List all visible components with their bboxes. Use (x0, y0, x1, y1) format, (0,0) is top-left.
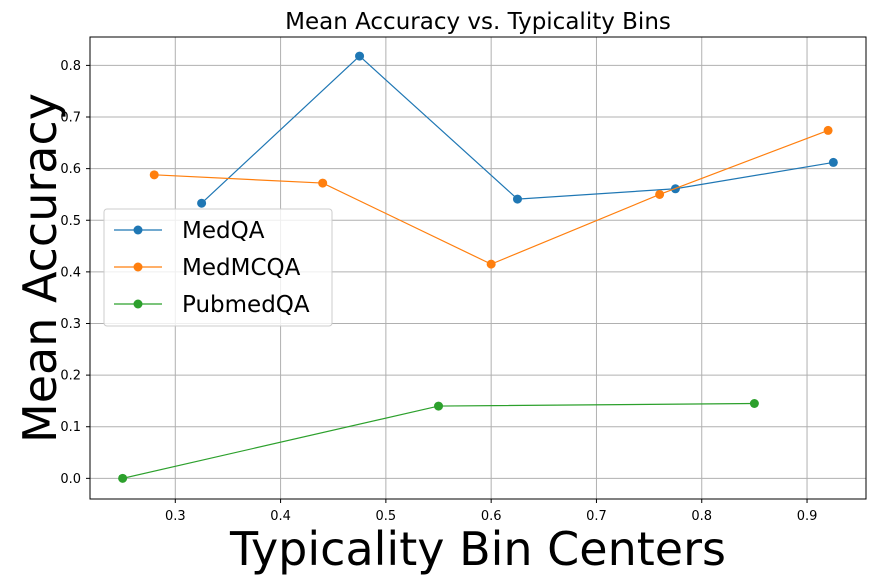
data-point (318, 178, 328, 188)
data-point (655, 189, 665, 199)
x-tick-label: 0.4 (270, 509, 291, 524)
series-medqa (197, 51, 838, 208)
x-tick-label: 0.5 (376, 509, 397, 524)
y-tick-label: 0.8 (60, 59, 81, 74)
data-point (434, 401, 444, 411)
legend-entries: MedQA MedMCQA PubmedQA (114, 218, 310, 318)
data-point (486, 259, 496, 269)
y-tick-label: 0.5 (60, 214, 81, 229)
x-tick-label: 0.3 (165, 509, 186, 524)
data-point (197, 198, 207, 208)
series-group (118, 51, 838, 483)
x-tick-label: 0.8 (691, 509, 712, 524)
legend-box (103, 208, 333, 327)
y-tick-label: 0.2 (60, 369, 81, 384)
x-axis-label: Typicality Bin Centers (229, 522, 726, 576)
x-axis-ticks: 0.3 0.4 0.5 0.6 0.7 0.8 0.9 (165, 499, 817, 524)
series-line (201, 55, 834, 204)
legend-marker (133, 299, 143, 309)
legend-marker (133, 262, 143, 272)
series-line (122, 402, 755, 479)
y-tick-label: 0.3 (60, 317, 81, 332)
data-point (149, 170, 159, 180)
legend-entry-medqa: MedQA (114, 218, 265, 244)
y-tick-label: 0.0 (60, 472, 81, 487)
data-point (355, 51, 365, 61)
legend-label: PubmedQA (182, 292, 310, 318)
series-medmcqa (149, 125, 833, 269)
y-tick-label: 0.7 (60, 111, 81, 126)
y-axis-ticks: 0.0 0.1 0.2 0.3 0.4 0.5 0.6 0.7 0.8 (60, 59, 90, 487)
legend: MedQA MedMCQA PubmedQA (103, 208, 333, 327)
x-tick-label: 0.6 (481, 509, 502, 524)
data-point (828, 157, 838, 167)
legend-entry-pubmedqa: PubmedQA (114, 292, 310, 318)
y-tick-label: 0.1 (60, 420, 81, 435)
data-point (823, 125, 833, 135)
legend-label: MedMCQA (182, 255, 301, 281)
data-point (749, 399, 759, 409)
plot-area-frame (89, 36, 867, 500)
data-point (512, 194, 522, 204)
legend-label: MedQA (182, 218, 265, 244)
legend-entry-medmcqa: MedMCQA (114, 255, 301, 281)
x-tick-label: 0.9 (797, 509, 818, 524)
legend-marker (133, 225, 143, 235)
y-axis-label: Mean Accuracy (13, 93, 67, 443)
data-point (118, 473, 128, 483)
chart-title: Mean Accuracy vs. Typicality Bins (285, 9, 671, 35)
y-tick-label: 0.4 (60, 265, 81, 280)
x-tick-label: 0.7 (586, 509, 607, 524)
y-tick-label: 0.6 (60, 162, 81, 177)
series-pubmedqa (118, 399, 759, 483)
